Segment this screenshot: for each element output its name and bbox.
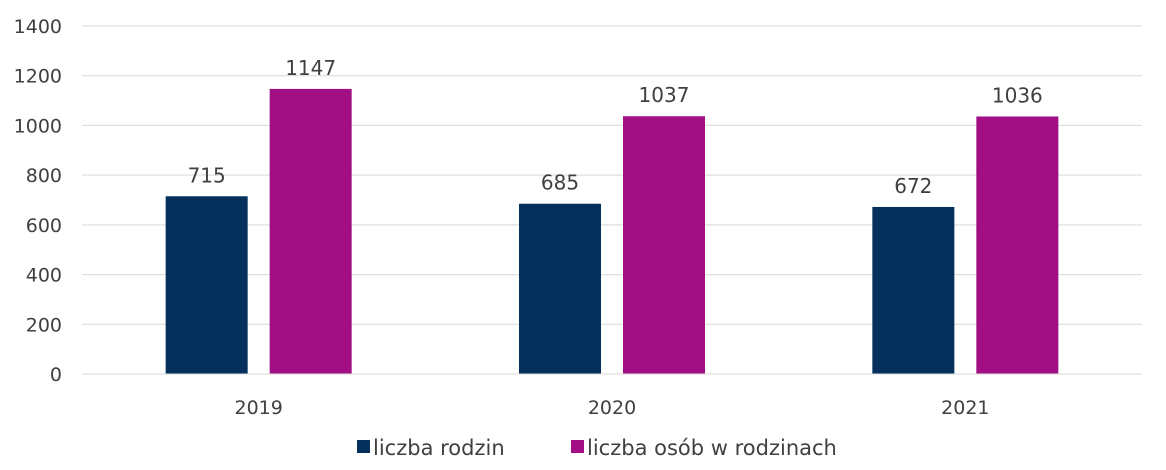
bar-2020-series-0: [519, 203, 601, 374]
y-tick-label: 1200: [14, 66, 62, 88]
x-category-label: 2020: [588, 397, 636, 419]
y-axis: 0 200 400 600 800 1000 1200 1400: [14, 16, 62, 386]
bar-2020-series-1: [623, 116, 705, 374]
data-labels: 715 1147 685 1037 672 1036: [188, 56, 1043, 198]
legend-label-series-1: liczba osób w rodzinach: [587, 436, 837, 460]
data-label: 1147: [285, 56, 336, 80]
bar-2019-series-0: [165, 196, 248, 374]
bar-2019-series-1: [269, 88, 352, 374]
legend-swatch-series-0: [357, 440, 370, 453]
gridlines: [82, 25, 1142, 375]
data-label: 685: [541, 171, 579, 195]
legend-label-series-0: liczba rodzin: [373, 436, 505, 460]
y-tick-label: 1000: [14, 115, 62, 137]
y-tick-label: 200: [26, 314, 62, 336]
x-axis: 2019 2020 2021: [82, 373, 1142, 419]
legend-swatch-series-1: [571, 440, 584, 453]
legend: liczba rodzin liczba osób w rodzinach: [357, 436, 837, 460]
bar-2021-series-1: [976, 116, 1059, 374]
bar-2021-series-0: [872, 206, 955, 374]
bars: [165, 88, 1059, 374]
y-tick-label: 0: [50, 364, 62, 386]
y-tick-label: 400: [26, 265, 62, 287]
x-category-label: 2021: [941, 397, 989, 419]
x-category-label: 2019: [234, 397, 282, 419]
y-tick-label: 1400: [14, 16, 62, 38]
data-label: 1036: [992, 83, 1043, 107]
data-label: 1037: [639, 83, 690, 107]
data-label: 715: [188, 163, 226, 187]
data-label: 672: [894, 174, 932, 198]
y-tick-label: 600: [26, 215, 62, 237]
y-tick-label: 800: [26, 165, 62, 187]
